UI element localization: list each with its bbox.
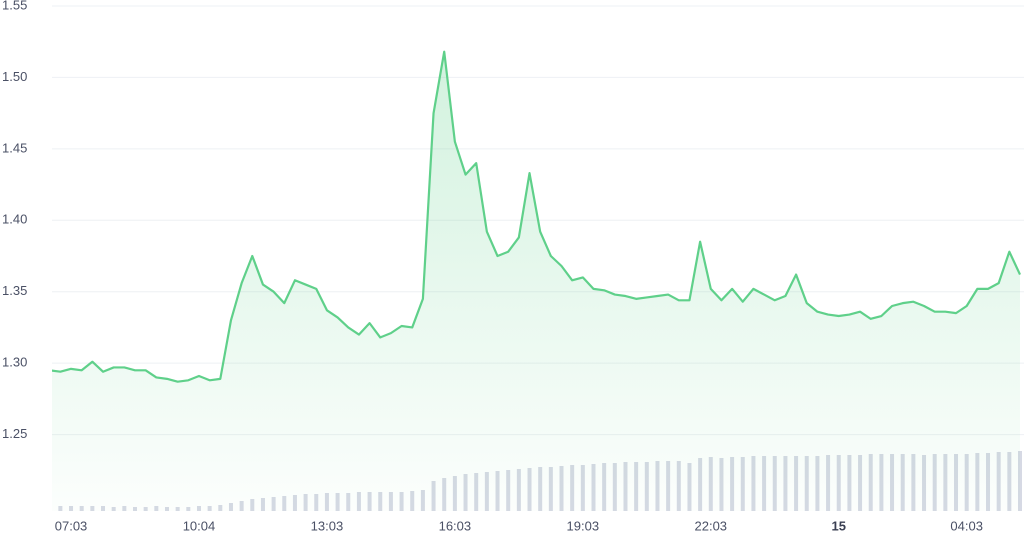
x-tick-label: 13:03 [311,518,344,533]
x-tick-label: 15 [832,518,846,533]
y-tick-label: 1.30 [2,355,27,370]
y-tick-label: 1.25 [2,426,27,441]
plot-area [48,50,1022,511]
y-tick-label: 1.45 [2,140,27,155]
price-area [52,51,1020,511]
x-tick-label: 19:03 [567,518,600,533]
y-tick-label: 1.35 [2,283,27,298]
x-tick-label: 16:03 [439,518,472,533]
y-tick-label: 1.50 [2,69,27,84]
y-tick-label: 1.55 [2,0,27,12]
y-tick-label: 1.40 [2,212,27,227]
price-line [52,50,1021,383]
volume-bar [48,507,52,511]
x-tick-label: 04:03 [950,518,983,533]
x-tick-label: 22:03 [695,518,728,533]
x-tick-label: 07:03 [55,518,88,533]
x-tick-label: 10:04 [183,518,216,533]
